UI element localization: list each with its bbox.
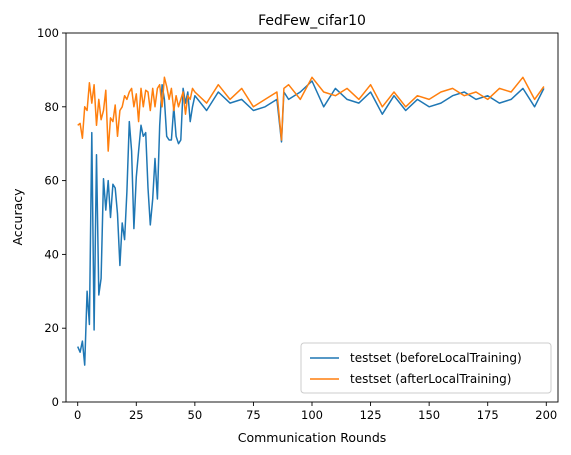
x-tick-label: 200 [535, 408, 557, 422]
legend-label-1: testset (afterLocalTraining) [350, 372, 511, 386]
x-tick-label: 100 [301, 408, 323, 422]
x-tick-label: 125 [360, 408, 382, 422]
x-tick-label: 75 [246, 408, 261, 422]
plot-area [77, 76, 545, 366]
chart-title: FedFew_cifar10 [258, 13, 366, 29]
x-tick-label: 0 [74, 408, 81, 422]
y-tick-label: 0 [52, 395, 59, 409]
legend-label-0: testset (beforeLocalTraining) [350, 351, 522, 365]
y-tick-label: 20 [44, 321, 59, 335]
series-line-0 [77, 80, 545, 366]
y-axis-label: Accuracy [10, 188, 25, 246]
legend-frame [300, 342, 552, 394]
x-tick-label: 25 [129, 408, 144, 422]
y-tick-label: 60 [44, 174, 59, 188]
series-line-1 [77, 76, 545, 152]
legend: testset (beforeLocalTraining) testset (af… [300, 342, 552, 394]
y-axis: 0 20 40 60 80 100 [37, 26, 66, 409]
x-tick-label: 150 [418, 408, 440, 422]
x-axis-label: Communication Rounds [238, 430, 387, 445]
y-tick-label: 40 [44, 247, 59, 261]
x-tick-label: 175 [477, 408, 499, 422]
y-tick-label: 80 [44, 100, 59, 114]
x-tick-label: 50 [188, 408, 203, 422]
y-tick-label: 100 [37, 26, 59, 40]
x-axis: 0 25 50 75 100 125 150 175 200 [74, 402, 557, 422]
